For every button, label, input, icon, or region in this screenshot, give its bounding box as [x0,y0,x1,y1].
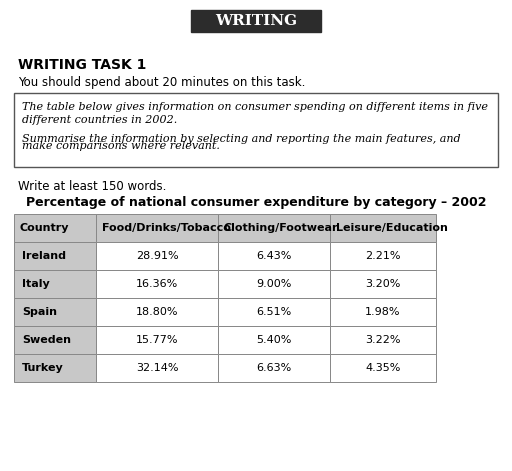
FancyBboxPatch shape [218,270,330,298]
Text: Clothing/Footwear: Clothing/Footwear [224,223,338,233]
Text: Italy: Italy [22,279,50,289]
FancyBboxPatch shape [330,270,436,298]
FancyBboxPatch shape [96,298,218,326]
FancyBboxPatch shape [14,242,96,270]
Text: 6.51%: 6.51% [257,307,292,317]
Text: different countries in 2002.: different countries in 2002. [22,115,177,125]
Text: 3.22%: 3.22% [365,335,401,345]
Text: 18.80%: 18.80% [136,307,178,317]
FancyBboxPatch shape [96,242,218,270]
Text: Leisure/Education: Leisure/Education [336,223,448,233]
Text: Write at least 150 words.: Write at least 150 words. [18,180,166,193]
FancyBboxPatch shape [330,326,436,354]
FancyBboxPatch shape [14,214,96,242]
Text: Country: Country [20,223,70,233]
Text: Spain: Spain [22,307,57,317]
FancyBboxPatch shape [218,242,330,270]
FancyBboxPatch shape [14,326,96,354]
FancyBboxPatch shape [14,354,96,382]
FancyBboxPatch shape [96,270,218,298]
FancyBboxPatch shape [14,270,96,298]
FancyBboxPatch shape [218,298,330,326]
Text: make comparisons where relevant.: make comparisons where relevant. [22,141,220,151]
FancyBboxPatch shape [218,354,330,382]
Text: 6.43%: 6.43% [257,251,292,261]
Text: 3.20%: 3.20% [366,279,401,289]
FancyBboxPatch shape [218,214,330,242]
Text: 16.36%: 16.36% [136,279,178,289]
Text: Percentage of national consumer expenditure by category – 2002: Percentage of national consumer expendit… [26,196,486,209]
FancyBboxPatch shape [330,298,436,326]
FancyBboxPatch shape [14,93,498,167]
Text: 6.63%: 6.63% [257,363,292,373]
FancyBboxPatch shape [96,214,218,242]
Text: The table below gives information on consumer spending on different items in fiv: The table below gives information on con… [22,102,488,112]
FancyBboxPatch shape [96,326,218,354]
Text: Sweden: Sweden [22,335,71,345]
Text: 32.14%: 32.14% [136,363,178,373]
Text: Food/Drinks/Tobacco: Food/Drinks/Tobacco [102,223,231,233]
FancyBboxPatch shape [14,298,96,326]
Text: 9.00%: 9.00% [257,279,292,289]
Text: You should spend about 20 minutes on this task.: You should spend about 20 minutes on thi… [18,76,305,89]
Text: 4.35%: 4.35% [366,363,401,373]
Text: 15.77%: 15.77% [136,335,178,345]
Text: 28.91%: 28.91% [136,251,178,261]
Text: Ireland: Ireland [22,251,66,261]
Text: 2.21%: 2.21% [365,251,401,261]
Text: 1.98%: 1.98% [365,307,401,317]
FancyBboxPatch shape [330,242,436,270]
Text: Summarise the information by selecting and reporting the main features, and: Summarise the information by selecting a… [22,134,461,144]
FancyBboxPatch shape [330,214,436,242]
Text: WRITING TASK 1: WRITING TASK 1 [18,58,146,72]
FancyBboxPatch shape [96,354,218,382]
FancyBboxPatch shape [218,326,330,354]
Text: Turkey: Turkey [22,363,64,373]
FancyBboxPatch shape [330,354,436,382]
FancyBboxPatch shape [191,10,321,32]
Text: WRITING: WRITING [215,14,297,28]
Text: 5.40%: 5.40% [257,335,292,345]
